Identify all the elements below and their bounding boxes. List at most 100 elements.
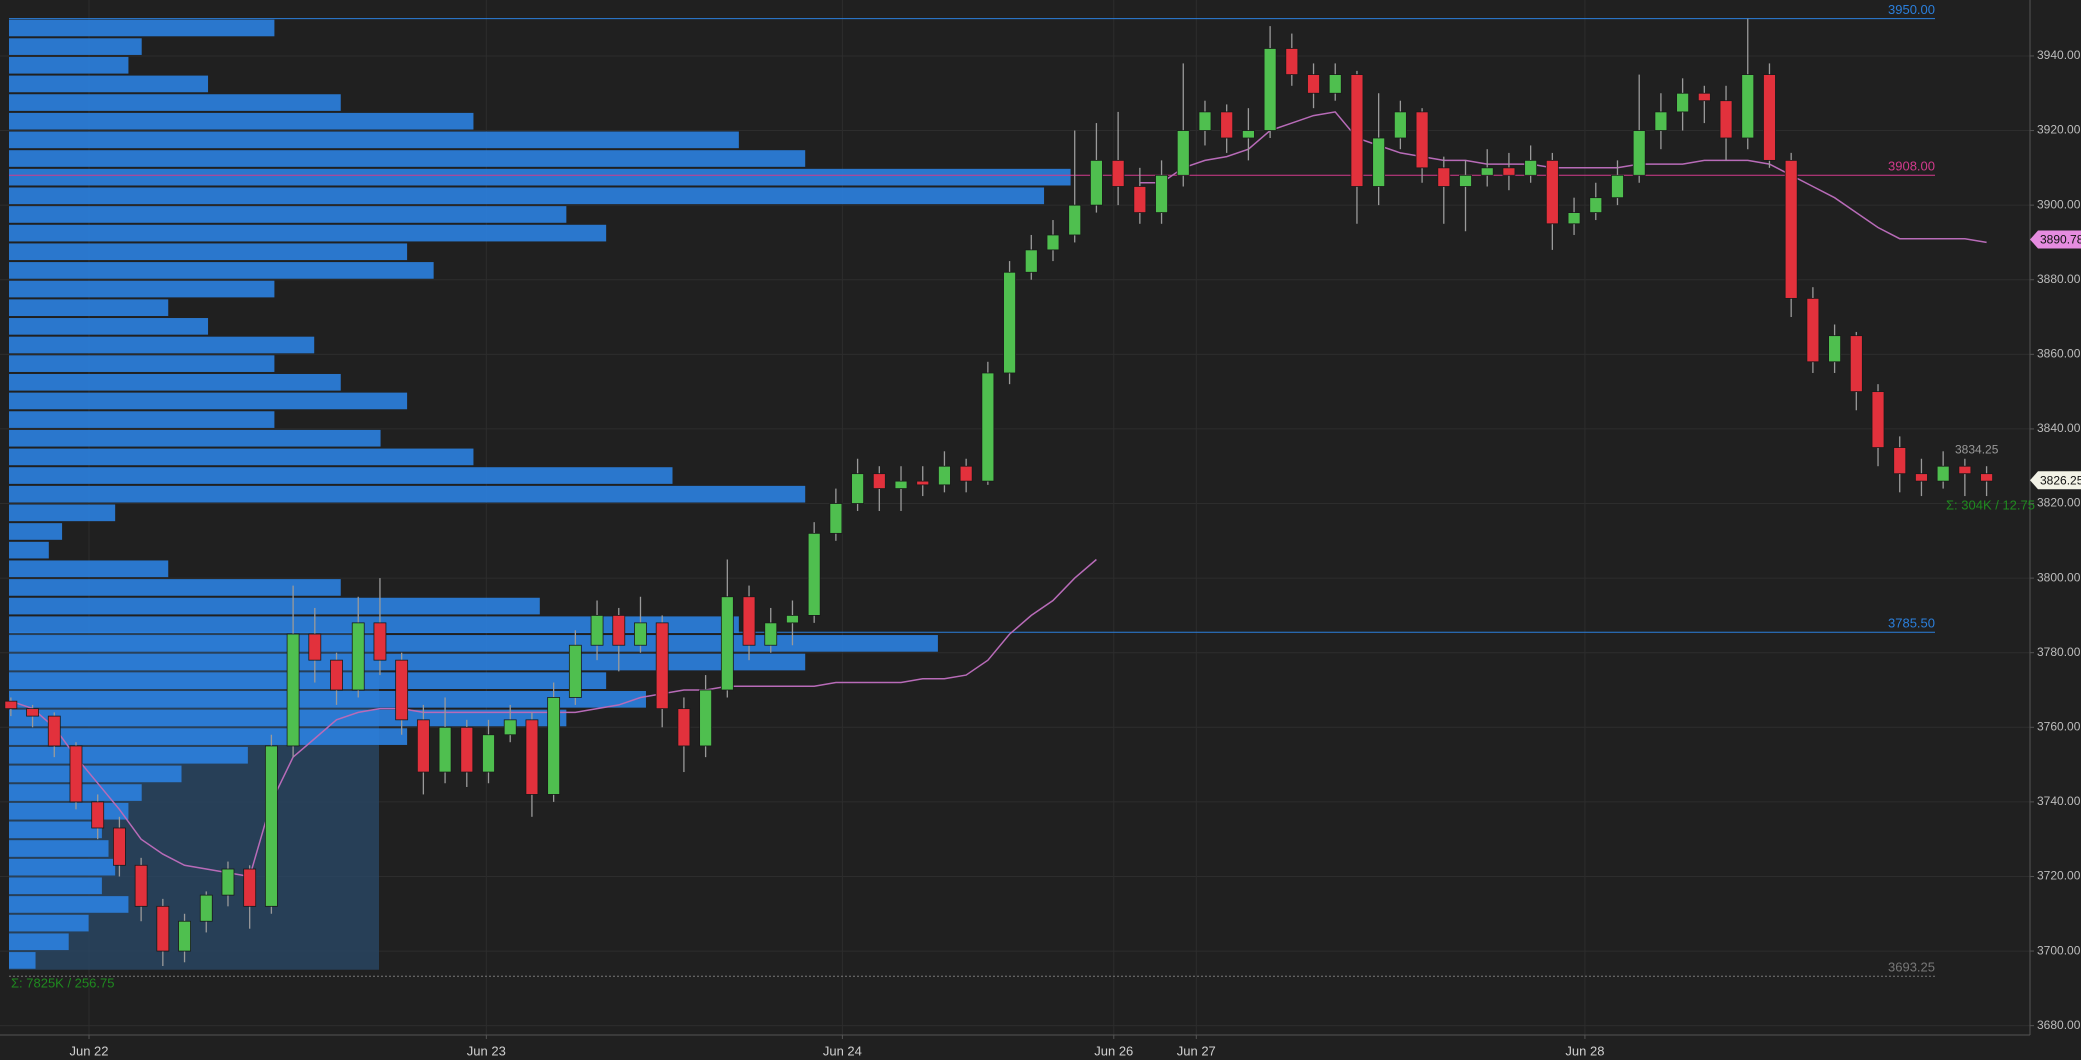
candle-body [1806,297,1820,363]
profile-bar [9,56,129,74]
candle-body [807,532,821,616]
y-tick-label: 3800.00 [2037,570,2081,584]
profile-bar [9,840,109,857]
candle-body [1328,74,1342,94]
candle-body [1763,74,1776,161]
x-tick-label: Jun 22 [69,1043,108,1058]
candle-body [655,622,669,710]
candle-body [1849,335,1863,393]
profile-bar [9,131,739,149]
profile-bar [9,429,381,447]
price-tag-label: 3826.25 [2040,473,2081,487]
candle-body [1784,159,1798,299]
y-tick-label: 3920.00 [2037,123,2081,137]
volume-summary: Σ: 304K / 12.75 [1946,497,2035,512]
profile-bar [9,168,1071,186]
candle-body [178,920,191,952]
profile-bar [9,112,474,130]
candle-body [1828,335,1841,363]
y-tick-label: 3740.00 [2037,794,2081,808]
x-tick-label: Jun 26 [1094,1043,1133,1058]
y-tick-label: 3860.00 [2037,346,2081,360]
candle-body [1155,174,1168,213]
candle-body [91,801,105,829]
y-tick-label: 3720.00 [2037,869,2081,883]
y-tick-label: 3680.00 [2037,1018,2081,1032]
profile-bar [9,150,806,167]
level-label: 3785.50 [1888,616,1935,631]
x-tick-label: Jun 28 [1565,1043,1604,1058]
profile-bar [9,467,673,484]
candle-body [764,622,778,646]
y-tick-label: 3780.00 [2037,645,2081,659]
candle-body [1068,204,1082,236]
candle-body [1111,159,1125,187]
profile-bar [9,299,169,317]
level-label: 3950.00 [1888,2,1935,17]
candle-body [1524,159,1538,176]
candle-body [1676,92,1690,113]
candle-body [113,827,126,866]
x-tick-label: Jun 23 [467,1043,506,1058]
candle-body [286,633,300,747]
profile-bar [9,672,607,689]
profile-bar [9,802,129,820]
candle-body [1307,74,1320,94]
candle-body [1372,137,1386,187]
candle-body [69,745,83,803]
candle-body [959,465,973,482]
candle-body [851,473,864,504]
candle-body [264,745,278,907]
profile-bar [9,597,540,615]
candle-body [1871,391,1885,448]
mini-label: 3834.25 [1955,443,1999,457]
candle-body [416,719,430,773]
candle-body [786,615,799,624]
profile-bar [9,523,63,540]
candle-body [1893,447,1907,475]
candle-body [742,596,756,646]
candle-body [1415,111,1429,169]
candle-body [720,596,734,691]
candle-body [1936,465,1950,482]
profile-bar [9,280,275,298]
level-label: 3693.25 [1888,960,1935,975]
candle-body [1697,92,1711,102]
candle-body [1719,100,1733,139]
profile-bar [9,896,129,913]
level-label: 3908.00 [1888,159,1935,174]
candle-body [1393,111,1407,139]
candle-body [916,480,930,486]
profile-bar [9,243,408,261]
candle-body [1046,234,1060,251]
candle-body [829,503,843,534]
candle-body [199,894,213,922]
y-tick-label: 3700.00 [2037,943,2081,957]
candle-body [612,615,626,646]
price-tag [2030,471,2081,490]
profile-bar [9,19,275,37]
price-tag-label: 3890.78 [2040,233,2081,247]
candle-body [1459,174,1472,187]
candle-body [1176,130,1190,176]
candle-body [590,615,604,646]
profile-bar [9,392,408,410]
candle-body [1980,473,1993,482]
candle-body [156,905,170,952]
candle-body [330,659,343,691]
profile-bar [9,318,209,335]
volume-summary: Σ: 7825K / 256.75 [11,975,114,990]
candle-body [894,480,908,489]
candle-body [1741,74,1755,139]
candle-body [395,659,409,721]
candle-body [47,715,61,747]
candle-body [26,708,39,717]
candle-body [1241,130,1255,139]
candle-body [1632,130,1646,176]
candle-body [1545,159,1559,225]
candle-body [525,719,539,795]
y-tick-label: 3840.00 [2037,421,2081,435]
profile-bar [9,821,102,839]
profile-bar [9,541,49,559]
candle-body [547,697,561,795]
